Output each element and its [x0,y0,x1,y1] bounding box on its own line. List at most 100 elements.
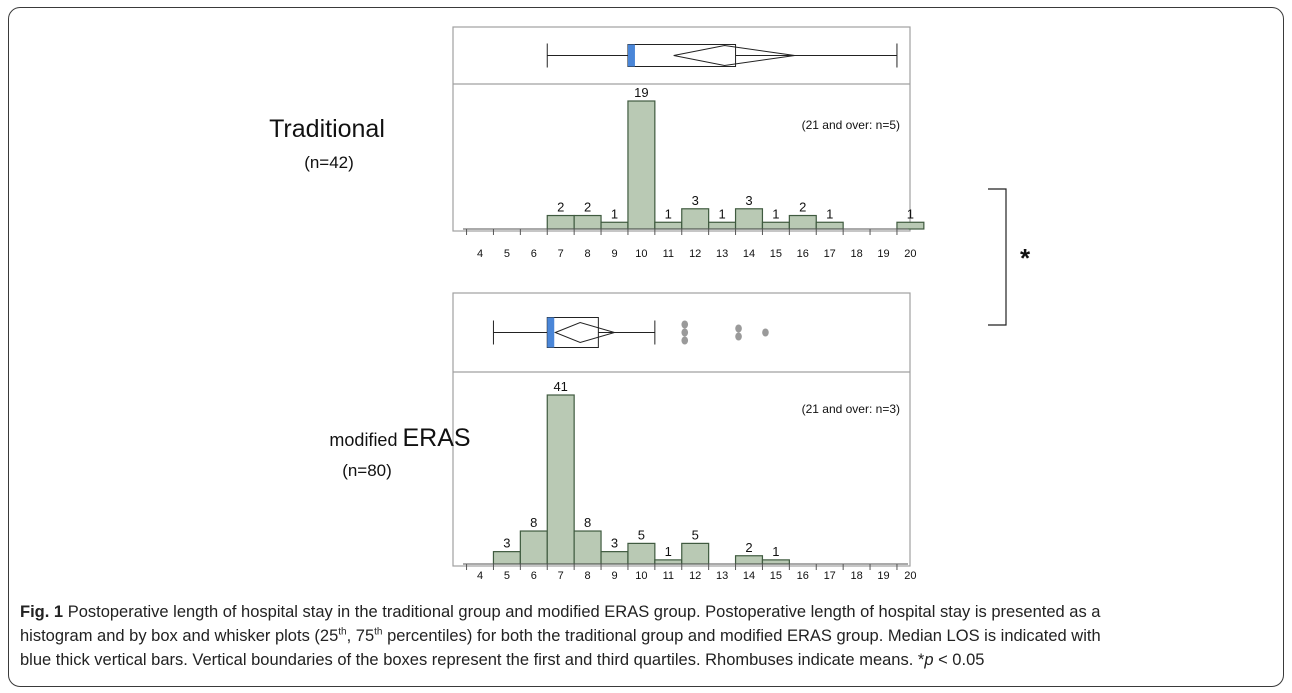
g1-bar-count-label-16: 2 [799,200,806,215]
figure-caption: Fig. 1 Postoperative length of hospital … [20,600,1275,672]
g1-x-tick-label-7: 7 [558,248,564,260]
g1-bar-count-label-20: 1 [907,206,914,221]
g1-mean-diamond [673,44,795,67]
g1-histogram-bar-7 [546,214,575,230]
g2-bar-count-label-8: 8 [584,515,591,530]
g2-over-21-note: (21 and over: n=3) [802,402,900,416]
g2-x-tick-label-11: 11 [663,570,674,582]
g1-histogram-bar-9 [600,221,629,230]
g1-median-bar [627,44,635,67]
significance-bracket [988,188,1007,326]
g1-x-tick-label-19: 19 [877,248,889,260]
g2-bar-count-label-15: 1 [772,544,779,559]
g2-bar-count-label-12: 5 [692,527,699,542]
caption-line1: Postoperative length of hospital stay in… [67,603,1101,621]
caption-line2-pre: histogram and by box and whisker plots (… [20,627,339,645]
g2-bar-count-label-14: 2 [745,540,752,555]
g2-x-tick-label-14: 14 [743,570,755,582]
g2-histogram-bar-15 [761,559,790,565]
g2-histogram-bar-8 [573,530,602,565]
g1-x-tick-label-4: 4 [477,248,483,260]
g2-histogram-bar-10 [627,542,656,565]
g1-iqr-box [627,44,737,67]
g1-x-tick-label-20: 20 [904,248,916,260]
g1-bar-count-label-8: 2 [584,200,591,215]
g1-n-label: (n=42) [304,153,354,172]
g2-group-label: modified ERAS [329,424,470,452]
g2-histogram-bar-12 [681,542,710,565]
g2-histogram-bar-6 [519,530,548,565]
caption-label: Fig. 1 [20,603,64,621]
g2-x-tick-label-15: 15 [770,570,782,582]
g2-histogram-bar-14 [734,555,764,565]
g2-outlier-point-1 [681,328,689,337]
caption-sup2: th [374,626,383,638]
g1-bar-count-label-15: 1 [772,206,779,221]
g2-x-tick-label-5: 5 [504,570,510,582]
g2-bar-count-label-6: 8 [530,515,537,530]
g2-outlier-point-4 [735,332,742,341]
g2-group-label-main: ERAS [402,424,470,452]
g1-histogram-bar-20 [896,221,925,230]
g1-x-tick-label-15: 15 [770,248,782,260]
g2-bar-count-label-7: 41 [553,379,567,394]
caption-sup1: th [338,626,347,638]
g1-histogram-bar-17 [815,221,844,230]
g1-x-tick-label-12: 12 [689,248,701,260]
g1-group-label: Traditional [269,115,385,143]
g1-histogram-bar-8 [573,214,602,230]
g1-x-tick-label-14: 14 [743,248,755,260]
g2-histogram-bar-7 [546,394,575,565]
g2-bar-count-label-11: 1 [665,544,672,559]
g1-histogram-bar-11 [654,221,683,230]
g2-outlier-point-2 [681,336,689,345]
g1-x-tick-label-6: 6 [531,248,537,260]
g2-x-tick-label-7: 7 [558,570,564,582]
g2-x-tick-label-6: 6 [531,570,537,582]
g1-x-tick-label-11: 11 [663,248,674,260]
g2-group-label-prefix: modified [329,430,402,450]
g2-median-bar [547,317,555,348]
g2-panel-border [452,292,911,567]
g2-outlier-point-0 [681,320,689,329]
g2-histogram-bar-11 [654,559,683,565]
g1-histogram-bar-14 [734,208,764,230]
g1-bar-count-label-12: 3 [692,193,699,208]
caption-line2-mid: , 75 [346,627,375,645]
g2-mean-diamond [553,321,617,344]
g1-x-tick-label-16: 16 [797,248,809,260]
g2-outlier-point-5 [762,328,769,337]
g2-n-label: (n=80) [342,461,392,480]
caption-p-italic: p [924,651,934,669]
g1-x-tick-label-13: 13 [716,248,728,260]
g1-bar-count-label-11: 1 [665,206,672,221]
g1-x-tick-label-9: 9 [611,248,617,260]
caption-line3: blue thick vertical bars. Vertical bound… [20,651,925,669]
g2-x-tick-label-20: 20 [904,570,916,582]
g2-x-tick-label-18: 18 [850,570,862,582]
g2-x-tick-label-12: 12 [689,570,701,582]
g1-histogram-bar-12 [681,208,710,230]
g2-x-tick-label-19: 19 [877,570,889,582]
g1-x-tick-label-8: 8 [585,248,591,260]
g1-histogram-bar-13 [708,221,737,230]
g1-x-tick-label-5: 5 [504,248,510,260]
g2-x-tick-label-9: 9 [611,570,617,582]
g1-x-tick-label-18: 18 [850,248,862,260]
g1-x-tick-label-10: 10 [635,248,647,260]
g1-histogram-bar-16 [788,214,817,230]
g2-x-tick-label-17: 17 [824,570,836,582]
caption-p-tail: < 0.05 [933,651,985,669]
g2-outlier-point-3 [735,324,742,333]
g2-x-tick-label-8: 8 [585,570,591,582]
g1-histogram-bar-10 [627,100,656,230]
g1-bar-count-label-13: 1 [718,206,725,221]
g1-over-21-note: (21 and over: n=5) [802,118,900,132]
g1-bar-count-label-9: 1 [611,206,618,221]
g2-x-tick-label-13: 13 [716,570,728,582]
g2-x-tick-label-16: 16 [797,570,809,582]
g2-histogram-bar-5 [492,551,521,565]
g1-bar-count-label-17: 1 [826,206,833,221]
g1-x-tick-label-17: 17 [824,248,836,260]
